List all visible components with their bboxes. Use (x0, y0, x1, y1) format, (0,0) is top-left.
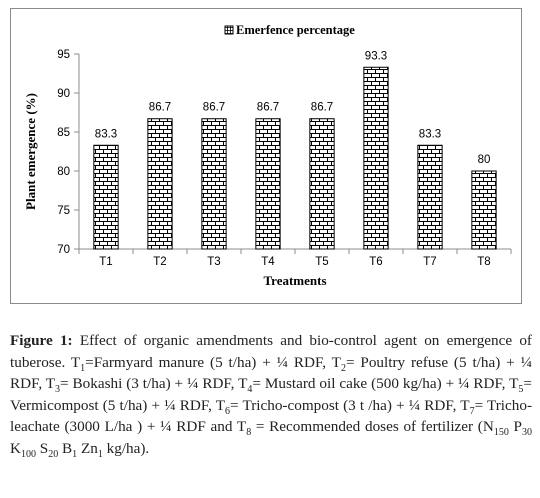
caption-text: Zn (77, 439, 98, 457)
caption-text: = Recommended doses of fertilizer (N (251, 418, 494, 435)
y-tick-label: 90 (57, 88, 70, 100)
caption-text: S (35, 439, 49, 457)
chart-legend: Emerfence percentage (224, 23, 355, 37)
caption-text: kg/ha). (102, 439, 150, 457)
y-tick-label: 75 (57, 205, 70, 217)
caption-subscript: 3 (55, 384, 61, 396)
bar (363, 66, 389, 250)
caption-subscript: 100 (20, 448, 36, 460)
chart-bars (93, 66, 497, 250)
caption-text: P (508, 418, 522, 435)
x-tick-label: T3 (207, 256, 220, 268)
x-tick-label: T5 (315, 256, 328, 268)
data-label: 93.3 (365, 50, 387, 62)
bar (309, 118, 335, 250)
bar (147, 118, 173, 250)
data-label: 86.7 (257, 102, 279, 114)
x-tick-label: T2 (153, 256, 166, 268)
data-label: 86.7 (203, 102, 225, 114)
caption-text: K (10, 439, 21, 457)
caption-text: =Farmyard manure (5 t/ha) + ¼ RDF, T (85, 353, 341, 371)
caption-subscript: 1 (97, 448, 103, 460)
data-label: 86.7 (311, 102, 333, 114)
caption-subscript: 150 (493, 427, 509, 439)
caption-subscript: 5 (518, 384, 524, 396)
caption-subscript: 1 (80, 362, 86, 374)
y-tick-label: 85 (57, 127, 70, 139)
x-tick-label: T6 (369, 256, 382, 268)
bar (471, 170, 497, 250)
bar (255, 118, 281, 250)
bar (417, 144, 443, 250)
x-axis-title: Treatments (263, 273, 326, 288)
y-tick-label: 95 (57, 49, 70, 61)
data-label: 83.3 (95, 128, 117, 140)
legend-label: Emerfence percentage (236, 23, 355, 37)
data-label: 80 (478, 154, 491, 166)
caption-text: = Bokashi (3 t/ha) + ¼ RDF, T (60, 375, 248, 392)
caption-subscript: 7 (469, 405, 475, 417)
caption-text: = Mustard oil cake (500 kg/ha) + ¼ RDF, … (252, 375, 519, 392)
caption-subscript: 30 (522, 427, 532, 439)
bar (93, 144, 119, 250)
data-label: 86.7 (149, 102, 171, 114)
y-tick-label: 80 (57, 166, 70, 178)
chart-labels: 83.3 T1 86.7 T2 86.7 T3 86.7 T4 86.7 T5 93.3 T6 83.3… (95, 50, 491, 268)
caption-text: Effect of organic amendments and bio-con… (10, 332, 532, 371)
caption-text: = Tricho-leachate (3000 L/ha ) + ¼ RDF a… (10, 396, 533, 436)
y-tick-label: 70 (57, 244, 70, 256)
caption-subscript: 2 (340, 362, 346, 374)
caption-text: B (58, 439, 73, 457)
legend-swatch (224, 25, 234, 35)
bar (201, 118, 227, 250)
figure-caption: Figure 1: Effect of organic amendments a… (10, 330, 532, 459)
data-label: 83.3 (419, 128, 441, 140)
chart-container: Emerfence percentage 70 75 80 85 90 95 Plant e… (10, 8, 522, 304)
caption-subscript: 4 (247, 384, 253, 396)
caption-subscript: 6 (225, 405, 231, 417)
bar-chart: Emerfence percentage 70 75 80 85 90 95 Plant e… (23, 23, 512, 288)
caption-text: = Poultry refuse (5 t/ha) + ¼ RDF, T (10, 353, 532, 393)
y-axis-title: Plant emergence (%) (23, 93, 38, 210)
x-tick-label: T4 (261, 256, 275, 268)
caption-subscript: 1 (72, 448, 78, 460)
caption-subscript: 8 (246, 427, 252, 439)
caption-label: Figure 1: (10, 332, 73, 349)
caption-text: = Vermicompost (5 t/ha) + ¼ RDF, T (10, 375, 532, 414)
x-tick-label: T8 (477, 256, 490, 268)
x-tick-label: T1 (99, 256, 112, 268)
x-tick-label: T7 (423, 256, 436, 268)
caption-text: = Tricho-compost (3 t /ha) + ¼ RDF, T (230, 396, 470, 414)
caption-subscript: 20 (48, 448, 59, 460)
